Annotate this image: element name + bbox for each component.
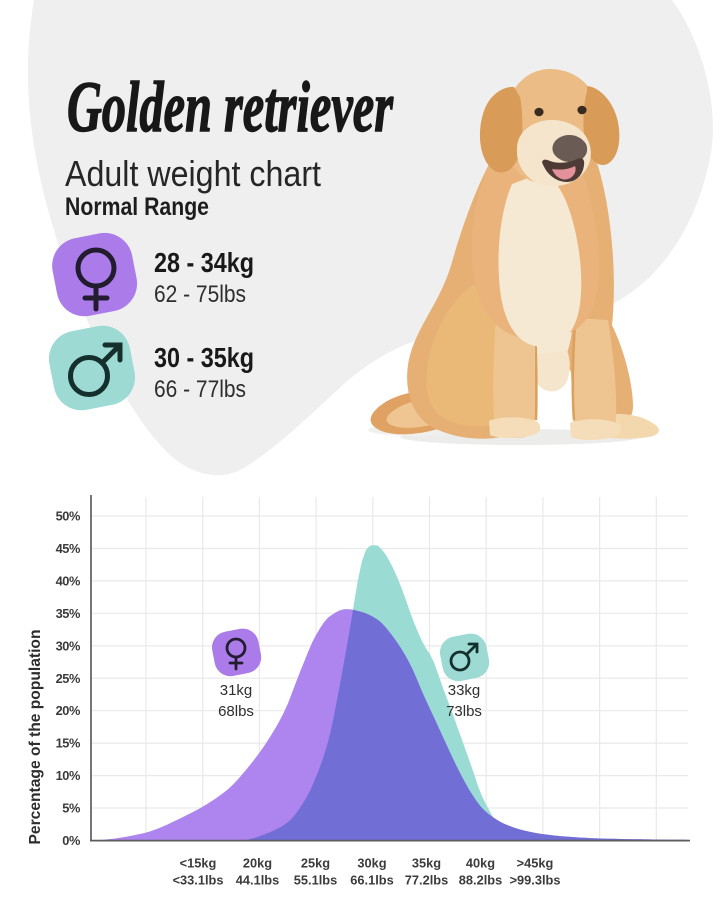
- svg-text:30%: 30%: [56, 638, 81, 653]
- svg-text:Percentage of the population: Percentage of the population: [27, 630, 44, 845]
- svg-text:35kg: 35kg: [412, 856, 441, 871]
- svg-text:30 - 35kg: 30 - 35kg: [154, 342, 254, 373]
- svg-text:68lbs: 68lbs: [218, 703, 254, 720]
- svg-text:73lbs: 73lbs: [446, 703, 482, 720]
- svg-text:40%: 40%: [56, 573, 81, 588]
- svg-text:28 - 34kg: 28 - 34kg: [154, 247, 254, 278]
- svg-text:35%: 35%: [56, 606, 81, 621]
- svg-text:25kg: 25kg: [301, 856, 330, 871]
- svg-text:40kg: 40kg: [466, 856, 495, 871]
- svg-text:0%: 0%: [62, 833, 81, 848]
- svg-text:33kg: 33kg: [448, 682, 481, 699]
- svg-text:77.2lbs: 77.2lbs: [405, 873, 448, 888]
- svg-text:Golden retriever: Golden retriever: [67, 67, 394, 147]
- svg-text:31kg: 31kg: [220, 682, 253, 699]
- svg-text:55.1lbs: 55.1lbs: [294, 873, 337, 888]
- svg-text:<15kg: <15kg: [180, 856, 217, 871]
- svg-text:88.2lbs: 88.2lbs: [459, 873, 502, 888]
- svg-text:Adult weight chart: Adult weight chart: [65, 153, 321, 194]
- svg-text:25%: 25%: [56, 671, 81, 686]
- svg-text:45%: 45%: [56, 541, 81, 556]
- svg-text:50%: 50%: [56, 509, 81, 524]
- svg-text:62 - 75lbs: 62 - 75lbs: [154, 281, 246, 308]
- svg-text:>45kg: >45kg: [517, 856, 554, 871]
- svg-text:20%: 20%: [56, 703, 81, 718]
- svg-text:44.1lbs: 44.1lbs: [236, 873, 279, 888]
- svg-text:66 - 77lbs: 66 - 77lbs: [154, 376, 246, 403]
- svg-text:5%: 5%: [62, 801, 81, 816]
- svg-text:<33.1lbs: <33.1lbs: [173, 873, 224, 888]
- svg-text:15%: 15%: [56, 736, 81, 751]
- svg-text:10%: 10%: [56, 768, 81, 783]
- svg-text:20kg: 20kg: [243, 856, 272, 871]
- svg-text:30kg: 30kg: [357, 856, 386, 871]
- svg-text:Normal Range: Normal Range: [65, 193, 209, 221]
- svg-text:>99.3lbs: >99.3lbs: [510, 873, 561, 888]
- svg-text:66.1lbs: 66.1lbs: [350, 873, 393, 888]
